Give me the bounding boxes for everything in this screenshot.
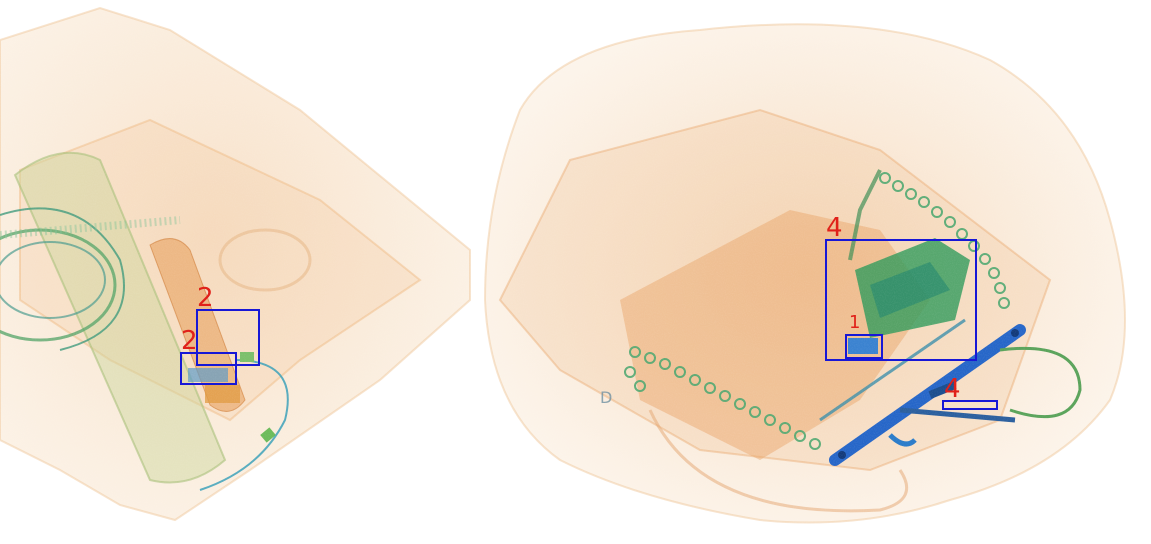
detection-box (825, 239, 977, 361)
detection-label: 2 (197, 283, 214, 313)
detection-label: 4 (944, 374, 961, 404)
detection-box (942, 400, 998, 410)
detection-label: 2 (181, 326, 198, 356)
detection-label: 1 (849, 312, 861, 333)
detection-box (196, 309, 260, 366)
detection-label: 4 (826, 213, 843, 243)
detection-box (845, 334, 883, 359)
detection-box (180, 352, 237, 385)
